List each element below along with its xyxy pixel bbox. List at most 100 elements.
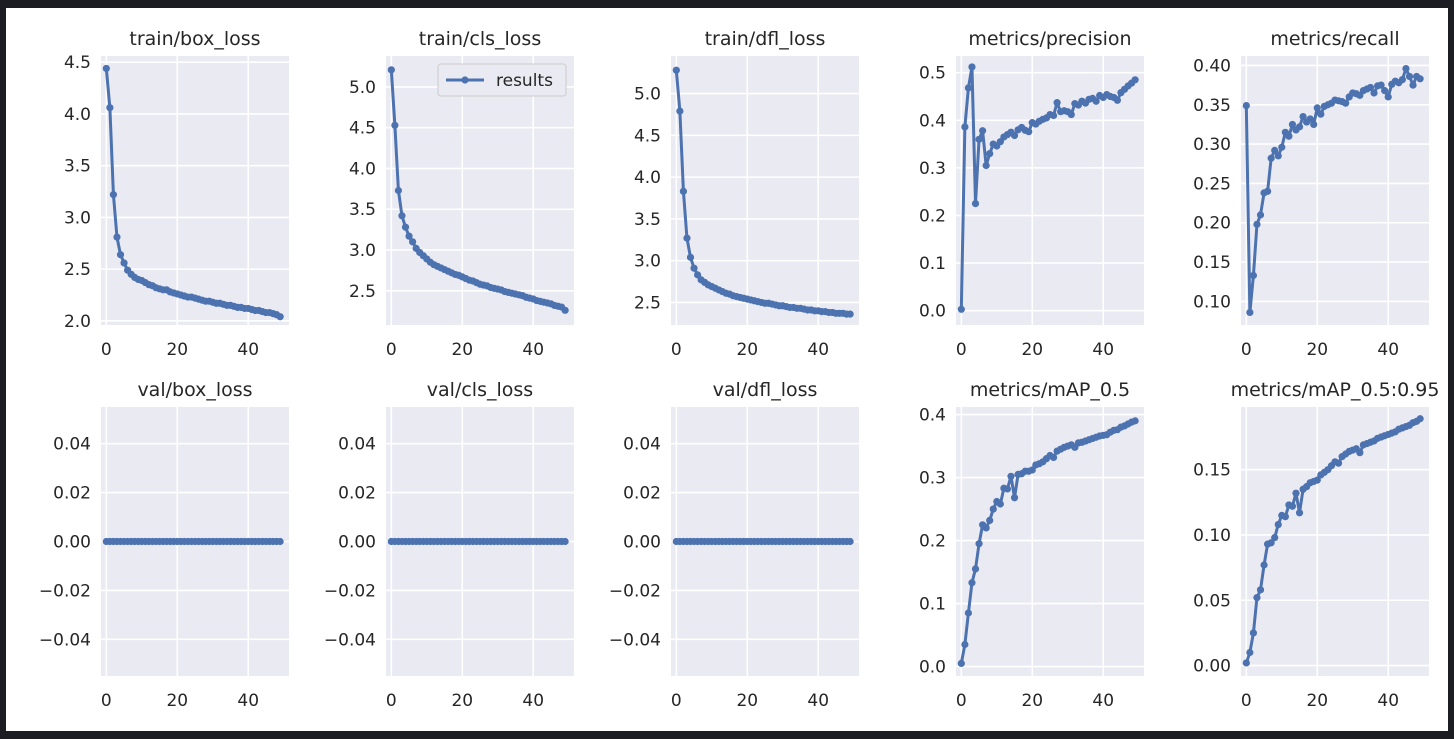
y-tick-label: 0.0 <box>919 302 946 322</box>
x-tick-label: 20 <box>166 691 188 711</box>
y-tick-label: 0.3 <box>919 159 946 179</box>
data-point <box>391 121 399 129</box>
y-tick-label: 4.0 <box>634 168 661 188</box>
y-tick-label: 3.5 <box>349 200 376 220</box>
y-tick-label: 4.0 <box>349 159 376 179</box>
x-tick-label: 20 <box>451 340 473 360</box>
data-point <box>1113 96 1121 104</box>
data-point <box>1377 81 1385 89</box>
y-tick-label: 0.5 <box>919 64 946 84</box>
y-tick-label: 0.4 <box>919 111 946 131</box>
x-tick-label: 40 <box>237 340 259 360</box>
subplot-title: metrics/precision <box>968 28 1131 50</box>
data-point <box>1003 485 1012 493</box>
data-point <box>1310 120 1318 129</box>
data-point <box>957 659 965 668</box>
y-tick-label: 2.5 <box>349 282 376 302</box>
y-tick-label: 0.1 <box>919 595 946 615</box>
legend-label: results <box>496 71 553 91</box>
x-tick-label: 40 <box>807 340 829 360</box>
subplot: 0.0 0.1 0.2 0.3 0.4 0.5 0 20 40 metrics/precision <box>919 28 1144 360</box>
y-tick-label: 0.0 <box>919 658 946 678</box>
data-point <box>1288 502 1297 510</box>
data-point <box>1398 75 1406 84</box>
data-point <box>964 84 973 92</box>
data-point <box>979 127 987 135</box>
results-figure: 2.0 2.5 3.0 3.5 4.0 4.5 0 20 40 train/box_loss 2.5… <box>6 8 1448 731</box>
data-point <box>102 64 110 73</box>
data-point <box>276 537 284 546</box>
y-tick-label: 0.10 <box>1193 526 1231 546</box>
x-tick-label: 20 <box>1306 340 1328 360</box>
x-tick-label: 40 <box>522 691 544 711</box>
data-point <box>398 212 406 220</box>
data-point <box>1242 659 1250 667</box>
data-point <box>1025 128 1033 136</box>
y-tick-label: −0.02 <box>324 581 376 601</box>
data-point <box>1384 93 1392 101</box>
data-point <box>106 104 114 112</box>
y-tick-label: 4.5 <box>64 53 91 73</box>
x-tick-label: 20 <box>1021 691 1043 711</box>
data-point <box>982 161 990 170</box>
data-point <box>109 191 118 199</box>
legend-marker <box>461 76 469 84</box>
data-point <box>986 150 994 158</box>
data-point <box>561 537 569 546</box>
x-tick-label: 40 <box>807 691 829 711</box>
data-point <box>672 66 680 74</box>
x-tick-label: 20 <box>1306 691 1328 711</box>
data-point <box>679 187 688 195</box>
y-tick-label: 0.02 <box>623 484 661 504</box>
y-tick-label: 0.00 <box>1193 657 1231 677</box>
y-tick-label: 0.4 <box>919 406 946 426</box>
data-point <box>1334 459 1343 467</box>
data-point <box>1356 449 1364 457</box>
data-point <box>1253 594 1261 602</box>
data-point <box>975 540 983 548</box>
y-tick-label: 0.15 <box>1193 253 1231 273</box>
data-point <box>1053 99 1061 107</box>
y-tick-label: 0.40 <box>1193 56 1231 76</box>
y-tick-label: 0.00 <box>53 533 91 553</box>
data-point <box>1299 112 1307 121</box>
data-point <box>1260 561 1268 569</box>
data-point <box>405 232 413 240</box>
x-tick-label: 0 <box>1241 340 1252 360</box>
data-point <box>968 579 976 587</box>
subplot: −0.04 −0.02 0.00 0.02 0.04 0 20 40 val/box_loss <box>39 379 289 711</box>
subplot: 0.10 0.15 0.20 0.25 0.30 0.35 0.40 0 20 40 metrics… <box>1193 28 1429 360</box>
subplot-title: val/box_loss <box>137 379 252 401</box>
subplot-title: val/dfl_loss <box>713 379 818 401</box>
y-tick-label: 4.5 <box>349 119 376 139</box>
data-point <box>1267 154 1275 162</box>
data-point <box>1274 152 1282 160</box>
data-point <box>1007 472 1015 480</box>
y-tick-label: 0.00 <box>338 533 376 553</box>
data-point <box>1313 104 1321 112</box>
data-point <box>1285 132 1293 140</box>
legend: results <box>437 63 567 97</box>
data-point <box>676 107 684 115</box>
data-point <box>1416 415 1424 423</box>
y-tick-label: 3.5 <box>634 210 661 230</box>
y-tick-label: 5.0 <box>349 78 376 98</box>
subplot: −0.04 −0.02 0.00 0.02 0.04 0 20 40 val/dfl_loss <box>609 379 859 711</box>
data-point <box>1416 75 1424 83</box>
x-tick-label: 20 <box>166 340 188 360</box>
data-point <box>1342 99 1350 107</box>
data-point <box>1278 143 1286 151</box>
data-point <box>1049 453 1058 461</box>
subplot-title: train/box_loss <box>129 28 260 50</box>
subplot: 0.0 0.1 0.2 0.3 0.4 0 20 40 metrics/mAP_0.5 <box>919 379 1144 711</box>
y-tick-label: 2.0 <box>64 312 91 332</box>
data-point <box>961 640 969 649</box>
data-point <box>401 223 410 231</box>
y-tick-label: 3.0 <box>349 241 376 261</box>
y-tick-label: 0.02 <box>338 484 376 504</box>
subplot-title: metrics/recall <box>1270 28 1399 50</box>
data-point <box>968 63 976 71</box>
data-point <box>116 251 125 259</box>
subplot-title: train/cls_loss <box>419 28 541 50</box>
subplot: −0.04 −0.02 0.00 0.02 0.04 0 20 40 val/cls_loss <box>324 379 574 711</box>
